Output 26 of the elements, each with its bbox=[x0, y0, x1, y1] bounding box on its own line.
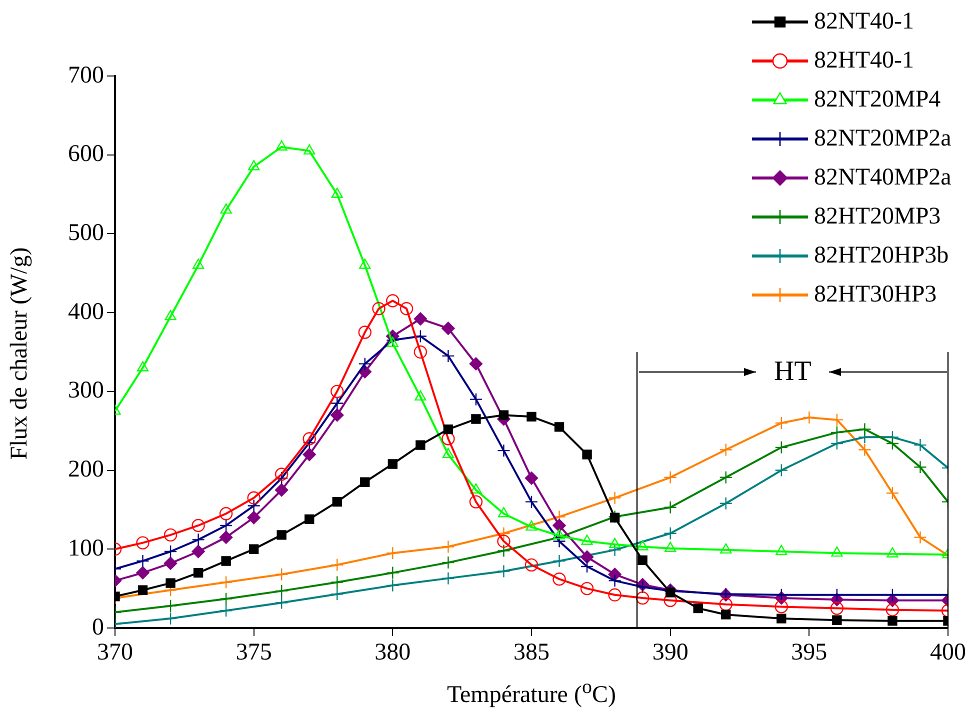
legend-label: 82HT20MP3 bbox=[814, 203, 941, 230]
x-axis-title: Température ($^{o}$C) bbox=[446, 676, 617, 709]
x-tick-label: 400 bbox=[930, 640, 966, 666]
y-axis-title: Flux de chaleur (W/g) bbox=[6, 246, 34, 462]
legend-label: 82NT40MP2a bbox=[814, 164, 952, 190]
legend-label: 82HT30HP3 bbox=[814, 281, 937, 308]
x-tick-label: 375 bbox=[236, 640, 272, 666]
y-tick-label: 0 bbox=[92, 614, 104, 640]
y-tick-label: 100 bbox=[68, 535, 104, 562]
legend-label: 82HT20HP3b bbox=[814, 242, 949, 268]
legend-label: 82NT20MP2a bbox=[814, 125, 952, 152]
annotation: HT bbox=[774, 356, 812, 387]
y-tick-label: 500 bbox=[68, 220, 104, 246]
y-tick-label: 200 bbox=[68, 456, 104, 483]
x-tick-label: 390 bbox=[652, 640, 688, 666]
legend-label: 82NT20MP4 bbox=[814, 86, 941, 112]
x-tick-label: 380 bbox=[374, 640, 411, 666]
y-tick-label: 700 bbox=[68, 62, 104, 88]
legend-label: 82HT40-1 bbox=[814, 47, 914, 74]
y-tick-label: 400 bbox=[68, 298, 104, 325]
y-tick-label: 600 bbox=[68, 141, 104, 168]
x-tick-label: 370 bbox=[97, 640, 133, 666]
legend-label: 82NT40-1 bbox=[814, 8, 914, 34]
x-tick-label: 395 bbox=[791, 640, 828, 666]
x-tick-label: 385 bbox=[514, 640, 550, 666]
y-tick-label: 300 bbox=[68, 378, 104, 404]
